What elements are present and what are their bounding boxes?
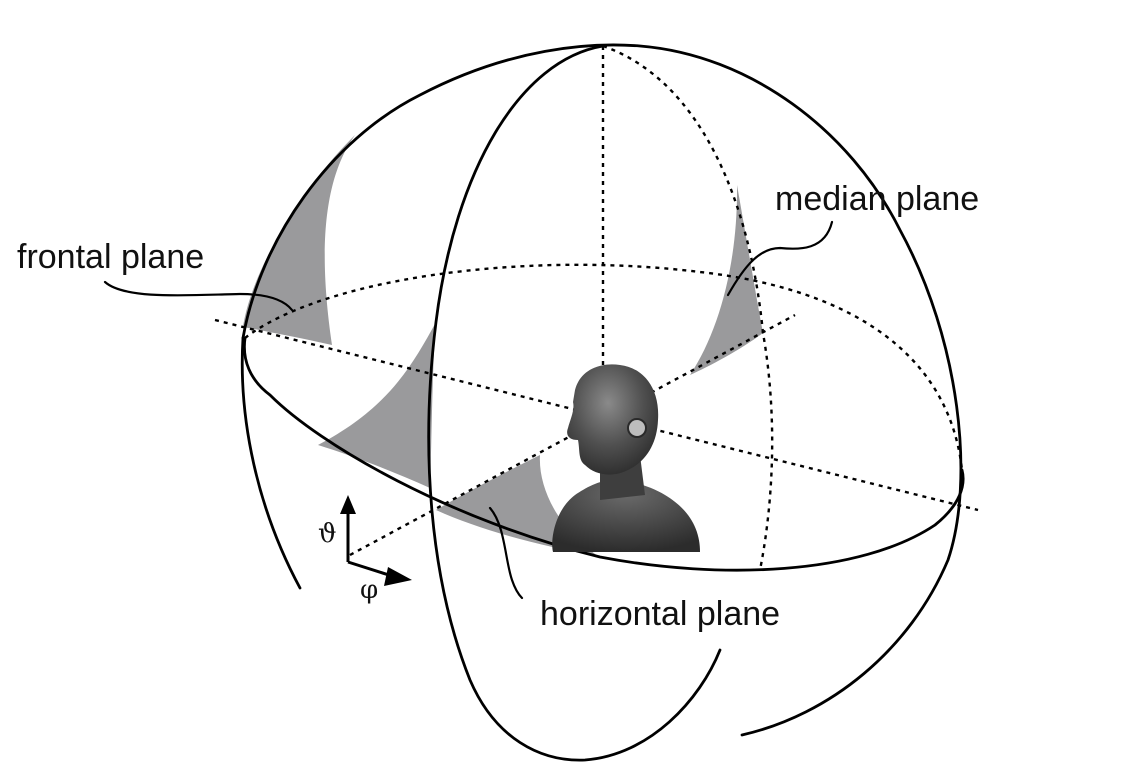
azimuth-symbol: φ xyxy=(360,575,378,605)
head-bust-icon xyxy=(552,364,700,552)
horizontal-plane-label: horizontal plane xyxy=(540,595,780,633)
elevation-symbol: ϑ xyxy=(318,519,337,549)
horizontal-ellipse-back xyxy=(244,263,964,471)
median-plane-label: median plane xyxy=(775,180,979,218)
sphere-outlines xyxy=(240,43,965,762)
outer-sphere-lower-left xyxy=(240,336,302,590)
frontal-plane-lower-patch xyxy=(318,322,436,488)
frontal-plane-patch xyxy=(243,135,355,345)
arrow-right-icon xyxy=(384,567,412,586)
frontal-plane-label: frontal plane xyxy=(17,238,204,276)
median-leader-line xyxy=(726,220,834,297)
arrow-up-icon xyxy=(340,495,356,514)
median-plane-patch xyxy=(690,185,763,375)
outer-sphere-arc xyxy=(241,43,963,737)
median-meridian-back xyxy=(602,44,774,571)
median-meridian-front xyxy=(427,44,722,762)
azimuth-arrow xyxy=(347,560,412,586)
elevation-arrow xyxy=(340,495,356,562)
horizontal-ellipse-front xyxy=(243,336,965,572)
horizontal-leader-line xyxy=(488,506,524,600)
frontal-leader-line xyxy=(103,280,294,312)
ear-icon xyxy=(627,418,647,438)
